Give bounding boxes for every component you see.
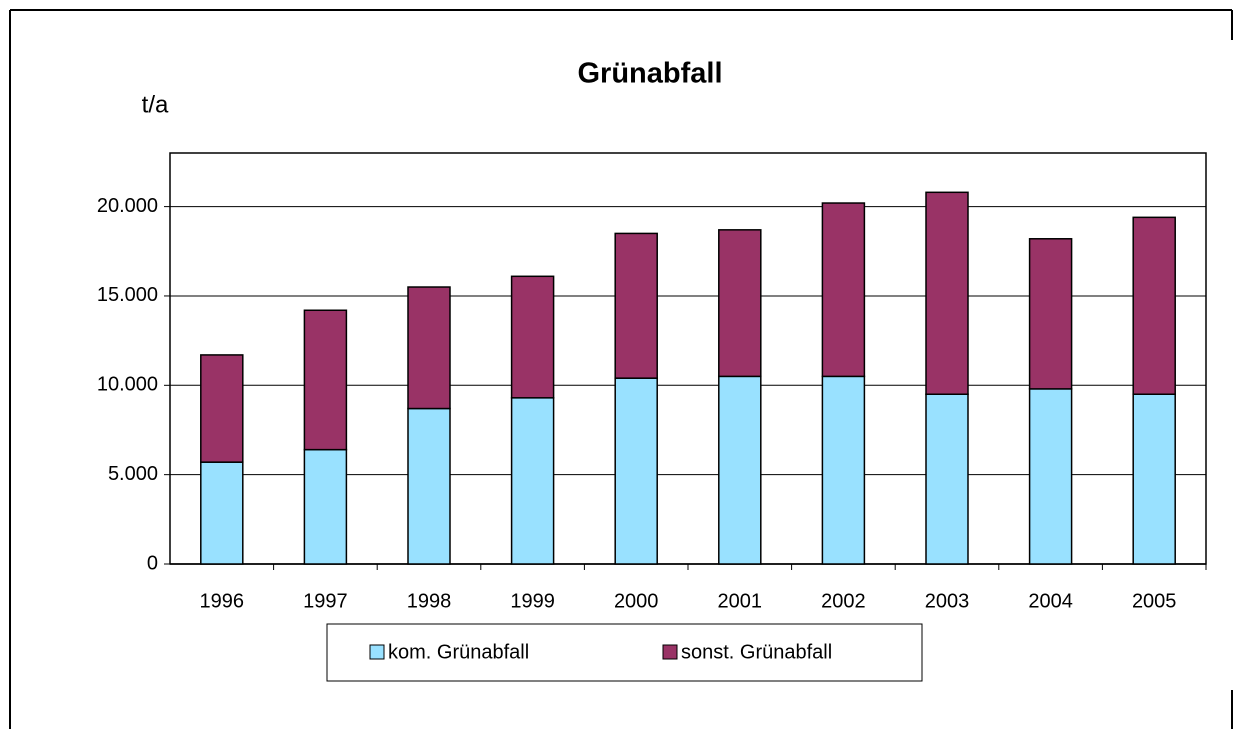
x-tick-label: 2001 bbox=[718, 590, 763, 612]
bar-segment bbox=[1028, 388, 1073, 565]
x-tick-label: 1998 bbox=[407, 590, 452, 612]
bar-segment bbox=[925, 393, 969, 565]
bar-segment bbox=[718, 229, 762, 378]
bar-segment bbox=[821, 375, 866, 565]
x-tick-label: 2004 bbox=[1028, 590, 1073, 612]
bar-segment bbox=[407, 407, 451, 565]
x-tick-label: 1999 bbox=[510, 590, 555, 612]
legend-label: kom. Grünabfall bbox=[388, 641, 529, 663]
x-tick-label: 2003 bbox=[925, 590, 970, 612]
legend-label: sonst. Grünabfall bbox=[681, 641, 832, 663]
bar-segment bbox=[614, 232, 658, 379]
bar-segment bbox=[200, 461, 244, 565]
bar-segment bbox=[303, 448, 348, 565]
y-tick-label: 20.000 bbox=[97, 195, 158, 217]
bar-segment bbox=[614, 377, 658, 565]
bar-segment bbox=[303, 309, 348, 451]
bar-segment bbox=[200, 354, 244, 463]
bar-segment bbox=[821, 202, 866, 378]
y-axis-label: t/a bbox=[142, 91, 169, 118]
x-tick-label: 2005 bbox=[1132, 590, 1177, 612]
x-tick-label: 1997 bbox=[303, 590, 348, 612]
y-tick-label: 10.000 bbox=[97, 374, 158, 396]
bar-segment bbox=[510, 275, 555, 399]
legend-swatch bbox=[369, 644, 385, 660]
bar-segment bbox=[510, 397, 555, 565]
x-tick-label: 2002 bbox=[821, 590, 866, 612]
legend bbox=[326, 623, 923, 682]
x-tick-label: 1996 bbox=[200, 590, 245, 612]
legend-swatch bbox=[662, 644, 678, 660]
bar-segment bbox=[925, 191, 969, 395]
y-tick-label: 0 bbox=[147, 552, 158, 574]
y-tick-label: 15.000 bbox=[97, 284, 158, 306]
y-tick-label: 5.000 bbox=[108, 463, 158, 485]
bar-segment bbox=[407, 286, 451, 410]
x-tick-label: 2000 bbox=[614, 590, 659, 612]
bar-segment bbox=[1132, 393, 1176, 565]
chart-title: Grünabfall bbox=[577, 58, 722, 90]
bar-segment bbox=[718, 375, 762, 565]
bar-segment bbox=[1028, 238, 1073, 390]
bar-segment bbox=[1132, 216, 1176, 395]
